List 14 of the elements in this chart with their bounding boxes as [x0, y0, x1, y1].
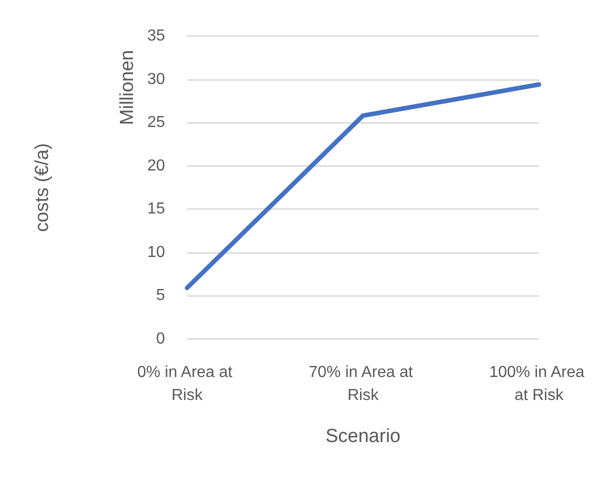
- y-tick-label: 5: [156, 287, 166, 304]
- y-tick-label: 15: [147, 200, 166, 218]
- text: Millionen: [117, 50, 138, 125]
- x-axis-title: Scenario: [326, 426, 400, 447]
- y-tick-label: 30: [147, 70, 166, 88]
- y-tick-label: 10: [147, 244, 166, 261]
- y-axis-title: costs (€/a): [32, 143, 53, 232]
- y-tick-label: 20: [147, 157, 166, 174]
- x-tick-label: 100% in Area at Risk: [489, 364, 589, 404]
- y-tick-label: 35: [147, 28, 166, 44]
- x-tick-label: 70% in Area at Risk: [308, 364, 418, 404]
- x-tick-label: 0% in Area at Risk: [137, 364, 237, 404]
- y-tick-label: 0: [156, 330, 166, 348]
- y-tick-label: 25: [147, 114, 166, 132]
